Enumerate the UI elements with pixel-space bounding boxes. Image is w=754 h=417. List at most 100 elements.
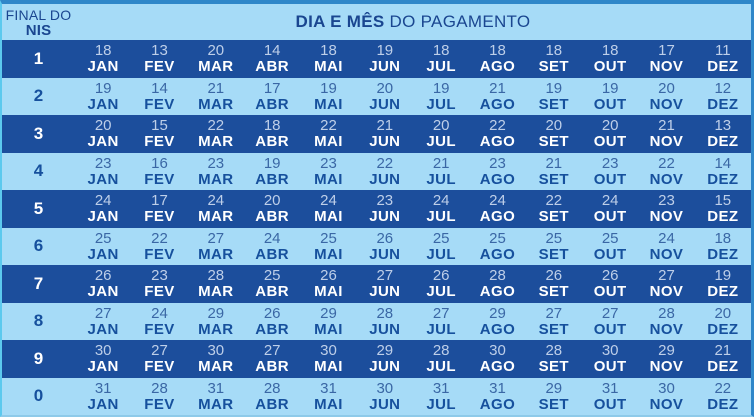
payment-month: JUL — [426, 245, 456, 263]
payment-cell: 26 OUT — [582, 267, 638, 300]
payment-month: MAI — [314, 58, 343, 76]
payment-cell: 22 SET — [526, 192, 582, 225]
payment-day: 18 — [263, 117, 281, 135]
payment-day: 19 — [320, 79, 337, 97]
payment-month: OUT — [593, 95, 627, 113]
payment-day: 23 — [94, 154, 112, 172]
payment-day: 23 — [151, 267, 168, 285]
payment-month: MAR — [198, 283, 234, 301]
payment-month: OUT — [593, 133, 627, 151]
payment-day: 31 — [601, 379, 619, 397]
payment-month: FEV — [144, 95, 175, 113]
payment-month: AGO — [479, 58, 516, 76]
payment-day: 20 — [94, 117, 112, 135]
payment-cell: 25 OUT — [582, 230, 638, 263]
payment-month: MAI — [314, 320, 343, 338]
payment-day: 27 — [376, 267, 394, 285]
payment-cell: 27 JUN — [357, 267, 413, 300]
payment-cell: 24 JUL — [413, 192, 469, 225]
payment-day: 21 — [432, 154, 450, 172]
payment-day: 20 — [207, 42, 225, 60]
payment-day: 18 — [489, 42, 506, 60]
nis-digit: 9 — [33, 348, 44, 368]
payment-month: DEZ — [707, 133, 739, 151]
payment-cell: 24 OUT — [582, 192, 638, 225]
payment-cell: 23 AGO — [469, 155, 525, 188]
payment-month: DEZ — [707, 170, 739, 188]
payment-day: 17 — [263, 79, 281, 97]
payment-day: 14 — [151, 79, 168, 97]
nis-digit: 2 — [33, 86, 44, 106]
payment-month: JAN — [87, 245, 119, 263]
payment-day: 26 — [94, 267, 112, 285]
payment-day: 22 — [320, 117, 337, 135]
payment-month: JUL — [426, 208, 456, 226]
payment-cell: 31 JUL — [413, 380, 469, 413]
payment-day: 23 — [489, 154, 506, 172]
payment-cell: 19 OUT — [582, 80, 638, 113]
payment-cell: 29 SET — [526, 380, 582, 413]
payment-month: NOV — [649, 320, 684, 338]
payment-cell: 17 FEV — [131, 192, 187, 225]
payment-month: ABR — [255, 208, 289, 226]
payment-cell: 25 AGO — [469, 230, 525, 263]
payment-day: 24 — [263, 229, 281, 247]
payment-month: JUL — [426, 358, 456, 376]
payment-month: MAI — [314, 170, 343, 188]
payment-day: 27 — [94, 304, 112, 322]
payment-day: 27 — [207, 229, 225, 247]
nis-digit: 1 — [33, 48, 44, 68]
payment-month: ABR — [255, 58, 289, 76]
table-row: 6 25 JAN 22 FEV 27 MAR 24 ABR 25 MAI 26 … — [2, 227, 751, 265]
payment-day: 15 — [714, 192, 732, 210]
payment-month: FEV — [144, 133, 175, 151]
payment-day: 25 — [320, 229, 337, 247]
payment-cell: 19 JUL — [413, 80, 469, 113]
payment-month: AGO — [479, 283, 516, 301]
payment-month: ABR — [255, 358, 289, 376]
payment-cell: 30 JAN — [75, 342, 131, 375]
payment-month: FEV — [144, 320, 175, 338]
payment-day: 21 — [658, 117, 675, 135]
payment-cell: 27 NOV — [638, 267, 694, 300]
payment-month: JAN — [87, 58, 119, 76]
payment-day: 29 — [545, 379, 563, 397]
payment-day: 26 — [601, 267, 619, 285]
payment-day: 24 — [601, 192, 619, 210]
payment-day: 28 — [489, 267, 506, 285]
payment-cell: 20 ABR — [244, 192, 300, 225]
payment-month: FEV — [144, 170, 175, 188]
payment-cell: 14 DEZ — [695, 155, 751, 188]
payment-day: 13 — [151, 42, 168, 60]
table-row: 9 30 JAN 27 FEV 30 MAR 27 ABR 30 MAI 29 … — [2, 340, 751, 378]
payment-day: 19 — [545, 79, 563, 97]
payment-day: 28 — [376, 304, 394, 322]
payment-day: 14 — [263, 42, 281, 60]
payment-cell: 30 JUN — [357, 380, 413, 413]
payment-cell: 26 ABR — [244, 305, 300, 338]
nis-digit: 0 — [33, 386, 44, 406]
table-row: 1 18 JAN 13 FEV 20 MAR 14 ABR 18 MAI 19 … — [2, 40, 751, 78]
payment-cell: 27 FEV — [131, 342, 187, 375]
payment-month: DEZ — [707, 395, 739, 413]
payment-cell: 23 MAI — [300, 155, 356, 188]
payment-month: DEZ — [707, 95, 739, 113]
payment-day: 31 — [320, 379, 337, 397]
payment-day: 21 — [376, 117, 394, 135]
payment-day: 29 — [207, 304, 225, 322]
payment-month: DEZ — [707, 58, 739, 76]
payment-month: DEZ — [707, 320, 739, 338]
payment-month: ABR — [255, 283, 289, 301]
payment-month: JUL — [426, 58, 456, 76]
payment-cell: 22 DEZ — [695, 380, 751, 413]
payment-cell: 30 AGO — [469, 342, 525, 375]
payment-month: DEZ — [707, 245, 739, 263]
payment-day: 19 — [94, 79, 112, 97]
payment-cell: 22 JUN — [357, 155, 413, 188]
payment-month: JUN — [369, 133, 401, 151]
payment-month: JUL — [426, 320, 456, 338]
payment-day: 27 — [601, 304, 619, 322]
payment-month: MAR — [198, 245, 234, 263]
payment-month: FEV — [144, 358, 175, 376]
payment-month: JUL — [426, 283, 456, 301]
